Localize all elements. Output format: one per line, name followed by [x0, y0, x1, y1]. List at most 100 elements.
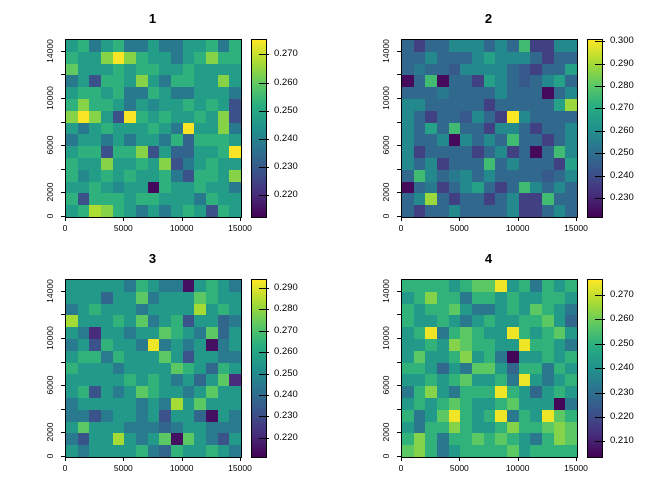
colorbar-tick [259, 416, 269, 418]
colorbar-tick [595, 392, 605, 394]
heatmap-cell [460, 339, 472, 351]
heatmap-cell [448, 280, 461, 292]
heatmap-cell [542, 421, 554, 434]
heatmap-cell [194, 433, 206, 446]
heatmap-cell [77, 374, 90, 387]
heatmap-cell [124, 63, 136, 76]
heatmap-cell [112, 134, 125, 147]
heatmap-cell [171, 63, 183, 76]
heatmap-cell [425, 303, 437, 316]
colorbar-tick-label: 0.230 [274, 160, 298, 172]
colorbar-tick-label: 0.300 [610, 35, 634, 47]
x-tick [517, 217, 519, 221]
y-tick-label: 14000 [45, 38, 55, 63]
heatmap-cell [530, 327, 542, 339]
heatmap-cell [89, 398, 101, 410]
heatmap-cell [77, 169, 90, 182]
heatmap-cell [136, 398, 148, 410]
heatmap-cell [112, 63, 125, 76]
colorbar-tick-label: 0.210 [610, 435, 634, 447]
heatmap-cell [565, 181, 577, 194]
heatmap-cell [542, 445, 554, 457]
heatmap-cell [495, 122, 507, 135]
y-tick [397, 74, 401, 76]
heatmap-cell [112, 158, 125, 170]
heatmap-cell [565, 315, 577, 328]
heatmap-cell [159, 146, 171, 158]
heatmap-cell [483, 146, 496, 158]
heatmap-cell [472, 134, 484, 147]
heatmap-cell [402, 146, 414, 158]
heatmap-cell [206, 110, 218, 123]
colorbar-tick-label: 0.280 [274, 303, 298, 315]
heatmap-cell [217, 303, 230, 316]
heatmap-cell [112, 327, 125, 339]
heatmap-cell [101, 193, 113, 206]
heatmap-cell [530, 303, 542, 316]
heatmap-cell [66, 122, 78, 135]
heatmap-cell [194, 193, 206, 206]
heatmap-cell [229, 87, 241, 99]
heatmap-cell [182, 374, 195, 387]
heatmap-cell [66, 362, 78, 375]
heatmap-cell [542, 362, 554, 375]
heatmap-cell [542, 181, 554, 194]
x-tick [240, 217, 241, 221]
colorbar-tick [595, 130, 605, 132]
x-tick [517, 457, 519, 461]
heatmap-cell [483, 350, 496, 363]
heatmap-cell [112, 362, 125, 375]
y-tick [61, 74, 65, 76]
heatmap-cell [495, 386, 507, 398]
heatmap-cell [194, 40, 206, 52]
heatmap-cell [171, 75, 183, 88]
heatmap-cell [518, 362, 531, 375]
x-tick [123, 457, 125, 461]
heatmap-cell [495, 169, 507, 182]
heatmap-cell [101, 291, 113, 304]
heatmap-cell [425, 40, 437, 52]
y-tick-label: 14000 [45, 278, 55, 303]
y-tick [397, 216, 401, 217]
x-tick-label: 15000 [228, 463, 252, 473]
heatmap-cell [483, 40, 496, 52]
heatmap-cell [89, 291, 101, 304]
heatmap-cell [530, 193, 542, 206]
heatmap-cell [77, 398, 90, 410]
heatmap-cell [66, 291, 78, 304]
heatmap-cell [472, 40, 484, 52]
y-tick-label: 10000 [45, 326, 55, 350]
heatmap-cell [171, 280, 183, 292]
heatmap-cell [518, 40, 531, 52]
heatmap-cell [565, 409, 577, 422]
heatmap-cell [565, 205, 577, 217]
heatmap-cell [194, 386, 206, 398]
heatmap-cell [413, 146, 426, 158]
heatmap-cell [448, 291, 461, 304]
y-tick [61, 216, 65, 217]
heatmap-cell [553, 374, 566, 387]
heatmap-cell [518, 374, 531, 387]
heatmap-cell [518, 327, 531, 339]
heatmap-cell [101, 51, 113, 64]
y-tick [61, 145, 65, 147]
heatmap-cell [483, 158, 496, 170]
heatmap-cell [413, 280, 426, 292]
heatmap-cell [66, 280, 78, 292]
y-tick [397, 361, 401, 363]
heatmap-cell [460, 315, 472, 328]
heatmap-cell [66, 75, 78, 88]
heatmap-cell [229, 433, 241, 446]
heatmap-cell [402, 110, 414, 123]
heatmap-cell [413, 40, 426, 52]
heatmap-cell [136, 350, 148, 363]
heatmap-cell [66, 374, 78, 387]
heatmap-cell [159, 40, 171, 52]
heatmap-cell [217, 205, 230, 217]
heatmap-cell [495, 181, 507, 194]
heatmap-cell [89, 51, 101, 64]
heatmap-cell [472, 158, 484, 170]
heatmap-cell [483, 193, 496, 206]
heatmap-cell [437, 291, 449, 304]
heatmap-cell [413, 327, 426, 339]
